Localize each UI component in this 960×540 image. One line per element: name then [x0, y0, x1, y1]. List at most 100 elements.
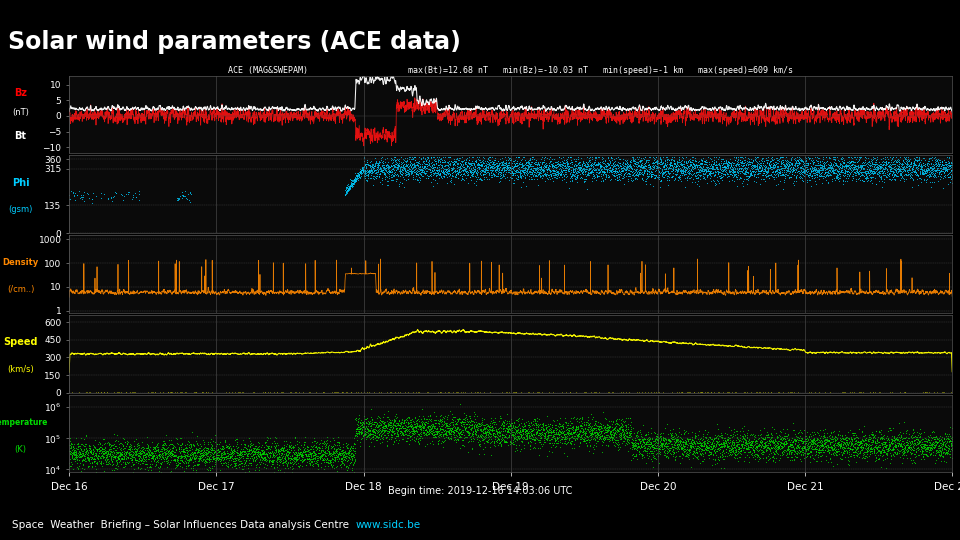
Point	[897, 158, 912, 166]
Point	[723, 159, 738, 167]
Point	[429, 178, 444, 187]
Point	[935, 437, 950, 446]
Point	[143, 448, 158, 457]
Point	[537, 163, 552, 171]
Point	[77, 197, 92, 205]
Point	[624, 168, 639, 177]
Point	[613, 164, 629, 172]
Point	[650, 434, 665, 443]
Point	[864, 169, 879, 178]
Point	[62, 447, 78, 455]
Point	[596, 433, 612, 441]
Point	[767, 457, 782, 466]
Point	[577, 424, 592, 433]
Point	[825, 166, 840, 174]
Point	[376, 427, 392, 436]
Point	[888, 153, 903, 162]
Point	[864, 162, 879, 171]
Point	[787, 161, 803, 170]
Point	[352, 167, 368, 176]
Point	[360, 426, 375, 435]
Point	[602, 165, 617, 174]
Point	[535, 153, 550, 162]
Point	[529, 158, 544, 166]
Point	[749, 163, 764, 172]
Point	[230, 450, 246, 458]
Point	[911, 436, 926, 444]
Point	[574, 413, 589, 421]
Point	[706, 441, 721, 450]
Point	[659, 438, 674, 447]
Point	[917, 160, 932, 168]
Point	[932, 175, 948, 184]
Point	[567, 426, 583, 434]
Point	[164, 440, 180, 449]
Point	[500, 168, 516, 177]
Point	[298, 450, 313, 459]
Point	[783, 172, 799, 181]
Point	[688, 437, 704, 445]
Point	[904, 166, 920, 174]
Point	[885, 444, 900, 453]
Point	[924, 444, 939, 453]
Point	[647, 443, 662, 452]
Point	[386, 155, 401, 164]
Point	[269, 457, 284, 466]
Point	[818, 438, 833, 447]
Point	[269, 455, 284, 463]
Point	[486, 171, 501, 179]
Point	[97, 448, 112, 456]
Point	[69, 455, 84, 464]
Point	[812, 164, 828, 172]
Point	[926, 440, 942, 449]
Point	[637, 442, 653, 451]
Point	[474, 159, 490, 168]
Point	[474, 430, 490, 439]
Point	[132, 449, 147, 457]
Point	[781, 162, 797, 171]
Point	[874, 426, 889, 434]
Point	[821, 171, 836, 179]
Point	[395, 168, 410, 177]
Point	[555, 433, 570, 441]
Point	[404, 428, 420, 437]
Point	[799, 170, 814, 178]
Point	[852, 436, 868, 445]
Point	[614, 427, 630, 436]
Point	[343, 445, 358, 454]
Point	[235, 452, 251, 461]
Point	[702, 168, 717, 177]
Point	[551, 153, 566, 162]
Point	[392, 160, 407, 169]
Point	[359, 158, 374, 167]
Point	[200, 465, 215, 474]
Point	[756, 161, 771, 170]
Point	[414, 426, 429, 434]
Point	[101, 440, 116, 449]
Point	[533, 428, 548, 437]
Point	[894, 163, 909, 171]
Point	[151, 458, 166, 467]
Point	[247, 443, 262, 452]
Point	[394, 165, 409, 173]
Point	[371, 425, 386, 434]
Point	[624, 165, 639, 173]
Point	[525, 153, 540, 162]
Point	[438, 430, 453, 438]
Point	[692, 159, 708, 168]
Point	[492, 171, 508, 180]
Point	[376, 165, 392, 173]
Point	[576, 426, 591, 435]
Point	[712, 445, 728, 454]
Point	[163, 447, 179, 456]
Point	[182, 450, 198, 459]
Point	[325, 443, 341, 452]
Point	[322, 448, 337, 457]
Point	[906, 157, 922, 166]
Point	[418, 418, 433, 427]
Point	[172, 452, 187, 461]
Point	[477, 165, 492, 174]
Point	[267, 444, 282, 453]
Point	[463, 158, 478, 167]
Point	[780, 453, 795, 461]
